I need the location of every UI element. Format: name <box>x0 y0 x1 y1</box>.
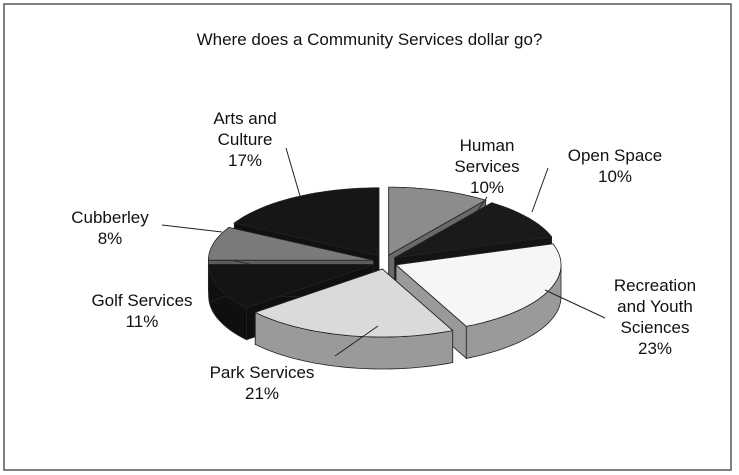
slice <box>208 264 374 309</box>
slice-percent: 17% <box>227 151 263 170</box>
slice-label: Human Services 10% <box>432 135 542 198</box>
slice <box>254 268 454 370</box>
leader-line <box>544 289 606 319</box>
slice-percent: 23% <box>637 339 673 358</box>
slice-name: Park Services <box>209 363 315 382</box>
slice <box>207 226 374 261</box>
slice <box>388 186 487 256</box>
slice-label: Arts and Culture 17% <box>195 108 295 171</box>
slice-name: Arts and Culture <box>213 109 277 149</box>
slice-percent: 8% <box>97 229 123 248</box>
leader-line <box>161 224 223 233</box>
leader-line <box>209 295 227 303</box>
slice-percent: 10% <box>597 167 633 186</box>
slice-name: Cubberley <box>71 208 149 227</box>
slice-name: Human Services <box>454 136 520 176</box>
slice-percent: 10% <box>469 178 505 197</box>
leader-line <box>285 147 301 197</box>
leader-line <box>477 196 488 211</box>
leader-line <box>531 167 549 213</box>
slice <box>394 202 553 259</box>
slice-name: Golf Services <box>91 291 193 310</box>
slice <box>395 243 562 327</box>
slice <box>254 268 454 338</box>
slice-label: Park Services 21% <box>182 362 342 404</box>
slice-label: Cubberley 8% <box>50 207 170 249</box>
slice-name: Open Space <box>567 146 663 165</box>
frame <box>3 3 732 471</box>
slice-label: Open Space 10% <box>545 145 685 187</box>
slice-percent: 11% <box>125 312 159 331</box>
leader-line <box>334 325 379 357</box>
slice-label: Recreation and Youth Sciences 23% <box>600 275 710 359</box>
slice-percent: 21% <box>244 384 280 403</box>
slice-name: Recreation and Youth Sciences <box>613 276 697 337</box>
slice-label: Golf Services 11% <box>62 290 222 332</box>
slice <box>233 187 380 257</box>
chart-title: Where does a Community Services dollar g… <box>196 30 543 49</box>
